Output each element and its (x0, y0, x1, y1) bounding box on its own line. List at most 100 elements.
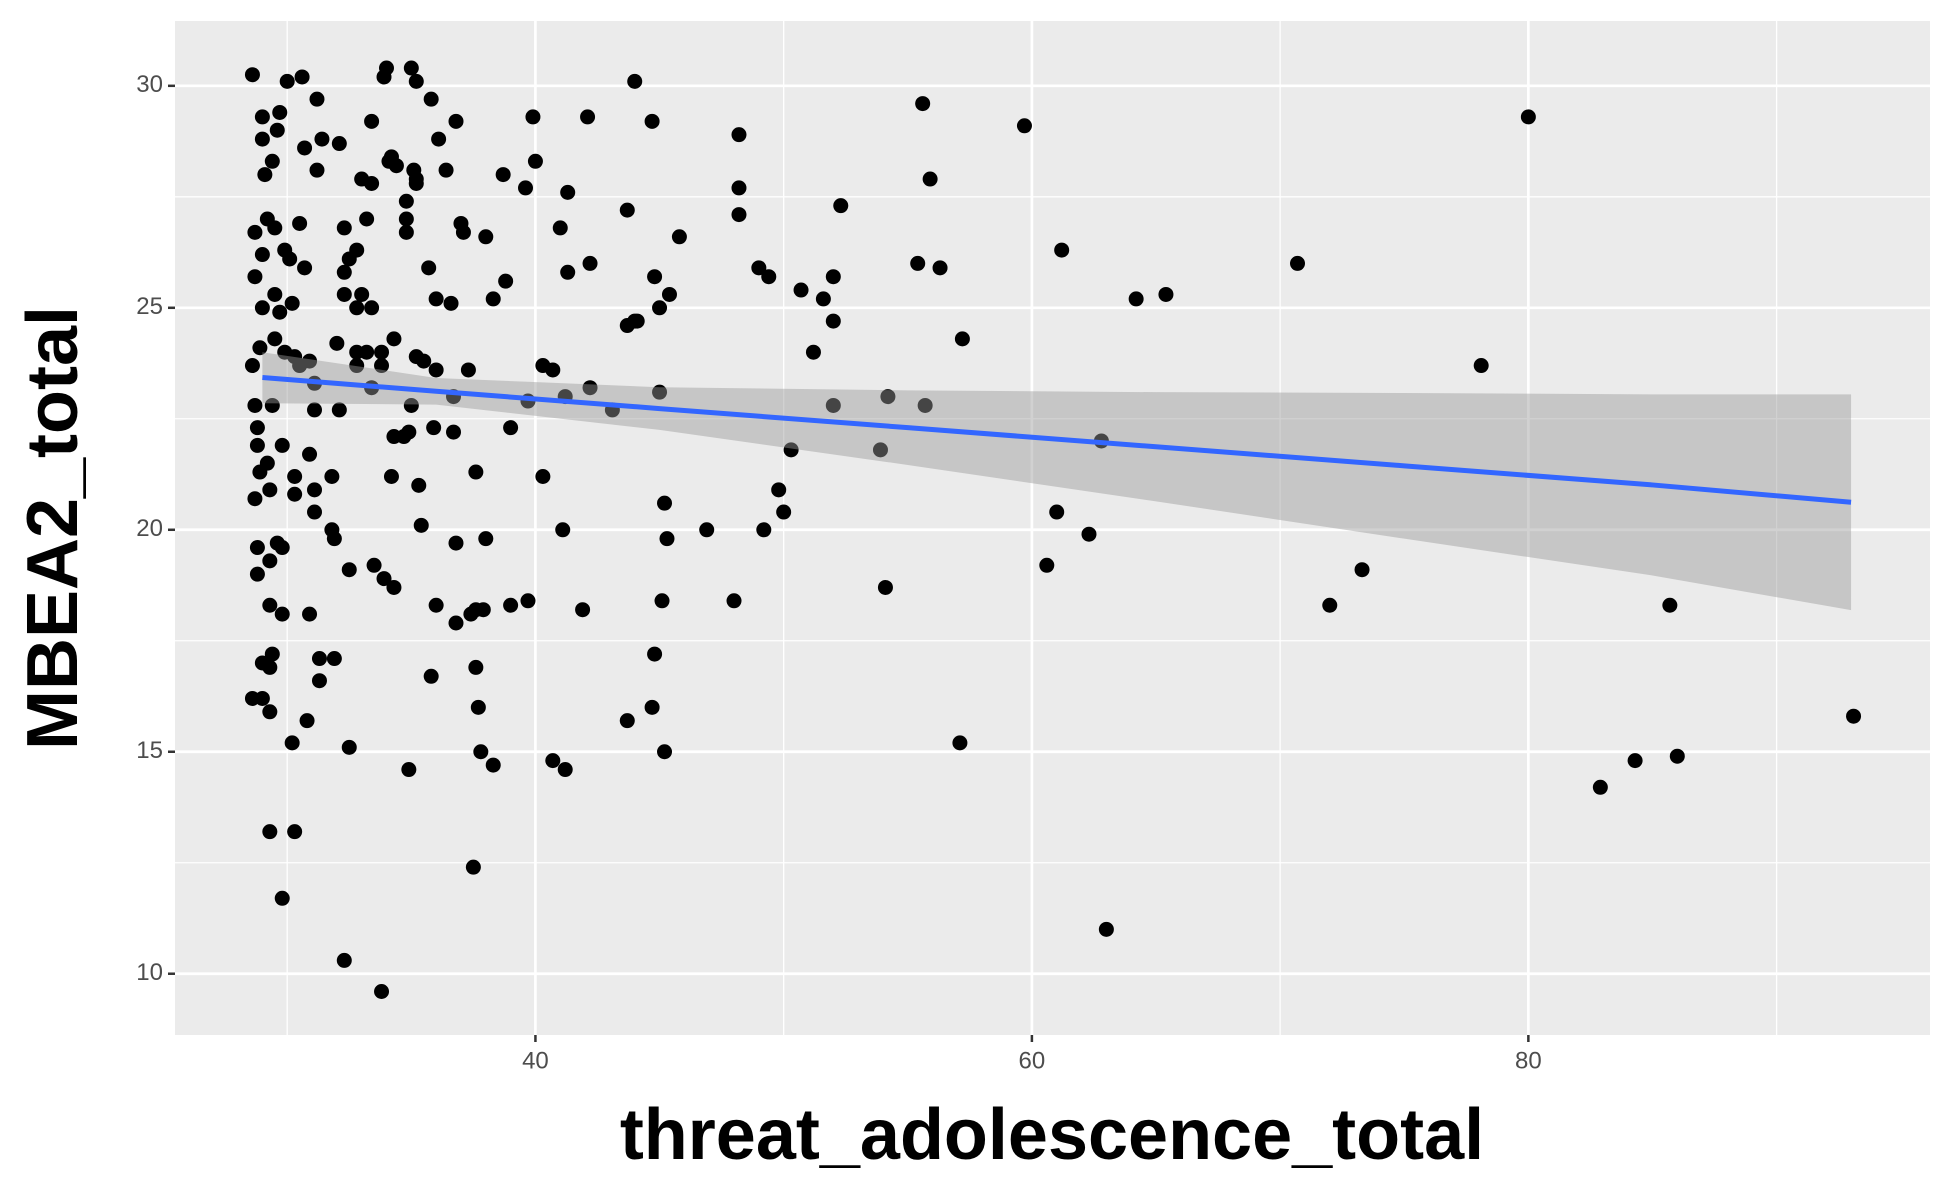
point (274, 437, 290, 453)
point (426, 420, 442, 436)
point (262, 482, 278, 498)
point (247, 491, 263, 507)
point (247, 269, 263, 285)
point (413, 517, 429, 533)
point (485, 291, 501, 307)
point (329, 335, 345, 351)
point (423, 668, 439, 684)
point (443, 295, 459, 311)
point (249, 437, 265, 453)
point (1049, 504, 1065, 520)
point (520, 593, 536, 609)
point (731, 127, 747, 143)
point (1473, 358, 1489, 374)
point (654, 593, 670, 609)
point (619, 713, 635, 729)
point (954, 331, 970, 347)
point (249, 566, 265, 582)
point (1846, 708, 1862, 724)
point (249, 420, 265, 436)
point (825, 269, 841, 285)
point (331, 136, 347, 152)
x-tick-label: 40 (522, 1047, 549, 1074)
point (1322, 597, 1338, 613)
point (699, 522, 715, 538)
point (302, 446, 318, 462)
point (582, 255, 598, 271)
point (552, 220, 568, 236)
point (1662, 597, 1678, 613)
point (284, 295, 300, 311)
point (503, 597, 519, 613)
point (359, 344, 375, 360)
point (661, 286, 677, 302)
point (910, 255, 926, 271)
point (671, 229, 687, 245)
point (652, 384, 668, 400)
point (555, 522, 571, 538)
point (485, 757, 501, 773)
point (644, 113, 660, 129)
point (254, 690, 270, 706)
point (560, 264, 576, 280)
point (473, 744, 489, 760)
point (575, 602, 591, 618)
point (297, 260, 313, 276)
point (267, 220, 283, 236)
point (401, 762, 417, 778)
point (326, 531, 342, 547)
point (1592, 779, 1608, 795)
point (403, 60, 419, 76)
point (1158, 286, 1174, 302)
point (731, 180, 747, 196)
point (922, 171, 938, 187)
point (262, 824, 278, 840)
point (302, 353, 318, 369)
point (359, 211, 375, 227)
point (272, 104, 288, 120)
point (872, 442, 888, 458)
point (647, 646, 663, 662)
point (269, 122, 285, 138)
point (254, 247, 270, 263)
point (1054, 242, 1070, 258)
point (326, 651, 342, 667)
point (428, 362, 444, 378)
point (805, 344, 821, 360)
point (336, 952, 352, 968)
point (825, 313, 841, 329)
point (527, 153, 543, 169)
point (287, 469, 303, 485)
point (465, 859, 481, 875)
point (647, 269, 663, 285)
point (374, 983, 390, 999)
x-tick-label: 80 (1515, 1047, 1542, 1074)
x-tick-label: 60 (1019, 1047, 1046, 1074)
point (478, 531, 494, 547)
point (349, 242, 365, 258)
point (629, 313, 645, 329)
point (726, 593, 742, 609)
y-tick-label: 30 (136, 71, 163, 98)
point (478, 229, 494, 245)
confidence-band (262, 352, 1852, 611)
point (1669, 748, 1685, 764)
point (815, 291, 831, 307)
point (274, 890, 290, 906)
point (287, 486, 303, 502)
point (1016, 118, 1032, 134)
point (349, 300, 365, 316)
point (247, 224, 263, 240)
point (411, 477, 427, 493)
point (416, 353, 432, 369)
point (364, 300, 380, 316)
point (262, 553, 278, 569)
point (264, 646, 280, 662)
point (880, 389, 896, 405)
point (366, 557, 382, 573)
point (448, 535, 464, 551)
point (324, 469, 340, 485)
point (279, 73, 295, 89)
point (619, 202, 635, 218)
y-tick-label: 15 (136, 737, 163, 764)
